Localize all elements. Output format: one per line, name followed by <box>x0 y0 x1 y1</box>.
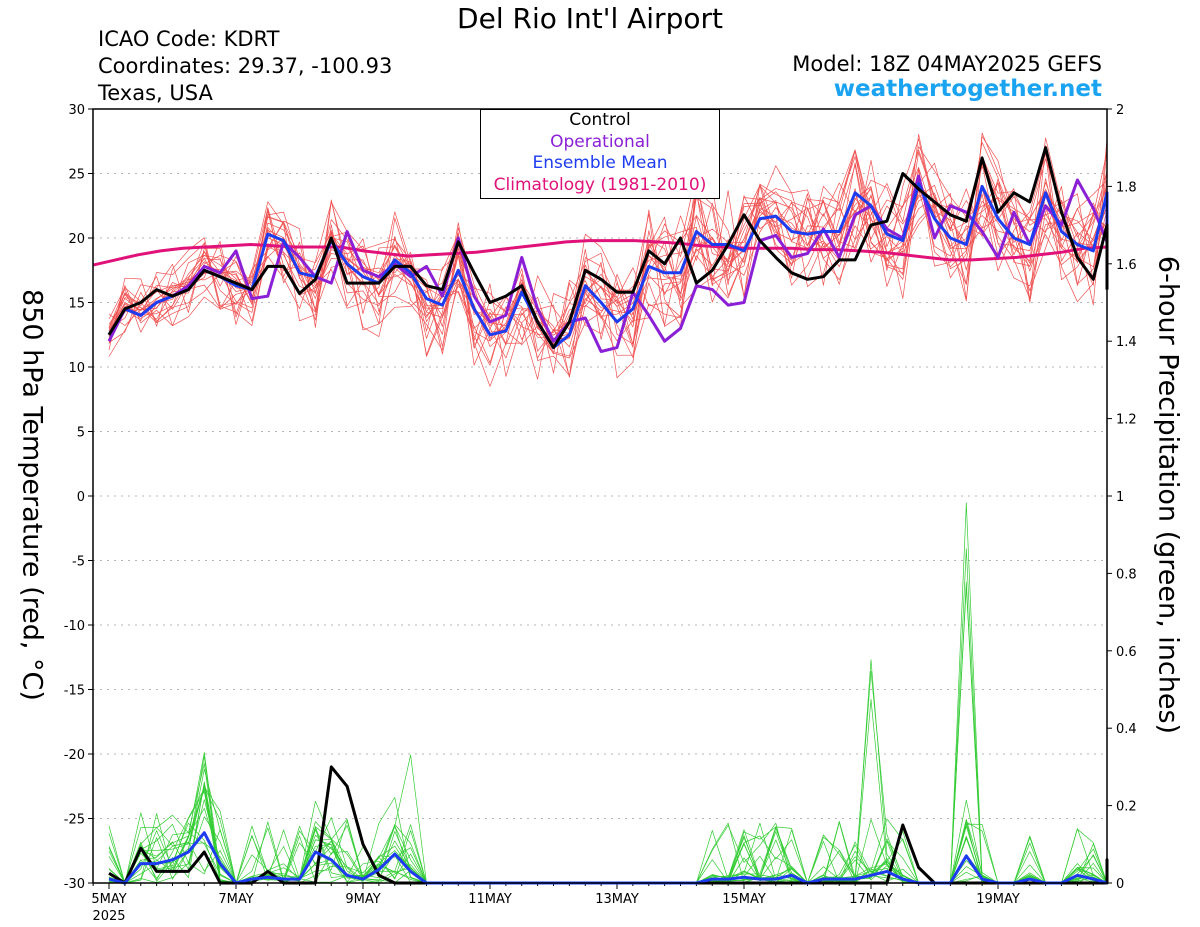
model-run-label: Model: 18Z 04MAY2025 GEFS <box>792 52 1102 76</box>
y2-tick-label: 0.4 <box>1116 722 1137 737</box>
y2-tick-label: 0 <box>1116 877 1124 892</box>
y2-tick-label: 1.2 <box>1116 413 1137 428</box>
y2-tick-label: 1.4 <box>1116 335 1137 350</box>
member-temp-line <box>108 132 1108 377</box>
member-precip-line <box>108 763 1108 884</box>
control-precip-line <box>108 765 1109 885</box>
x-tick-label: 13MAY <box>595 892 639 907</box>
icao-code: ICAO Code: KDRT <box>98 27 280 51</box>
region-label: Texas, USA <box>98 81 213 105</box>
member-precip-line <box>108 783 1108 884</box>
x-tick-label: 9MAY <box>345 892 380 907</box>
member-precip-line <box>108 783 1108 884</box>
y2-tick-label: 1.8 <box>1116 180 1137 195</box>
x-tick-label: 19MAY <box>976 892 1020 907</box>
y-tick-label: -25 <box>64 813 85 828</box>
y2-tick-label: 1 <box>1116 490 1124 505</box>
control-temp-line <box>107 146 1109 350</box>
x-tick-label: 17MAY <box>849 892 893 907</box>
x-tick-sublabel: 2025 <box>92 909 125 924</box>
mean-temp-line <box>107 182 1109 350</box>
legend-operational: Operational <box>550 131 650 152</box>
y-tick-label: -5 <box>72 555 85 570</box>
legend: Control Operational Ensemble Mean Climat… <box>480 109 720 199</box>
climatology-line <box>92 239 1108 267</box>
y2-tick-label: 1.6 <box>1116 258 1137 273</box>
coordinates: Coordinates: 29.37, -100.93 <box>98 54 393 78</box>
chart-title: Del Rio Int'l Airport <box>457 2 723 35</box>
y2-tick-label: 0.2 <box>1116 800 1137 815</box>
member-temp-line <box>108 145 1108 379</box>
site-link[interactable]: weathertogether.net <box>833 76 1102 102</box>
x-tick-label: 15MAY <box>722 892 766 907</box>
y-tick-label: -30 <box>64 877 85 892</box>
y2-tick-label: 2 <box>1116 103 1124 118</box>
y2-tick-label: 0.8 <box>1116 567 1137 582</box>
y-tick-label: 20 <box>68 232 85 247</box>
y-tick-label: -15 <box>64 684 85 699</box>
member-precip-line <box>108 781 1108 884</box>
member-temp-line <box>108 158 1108 357</box>
y-tick-label: -10 <box>64 619 85 634</box>
y-tick-label: 30 <box>68 103 85 118</box>
member-temp-line <box>108 149 1108 366</box>
x-tick-label: 7MAY <box>218 892 253 907</box>
y-tick-label: 0 <box>77 490 85 505</box>
member-precip-line <box>108 502 1108 884</box>
y-tick-label: 5 <box>77 426 85 441</box>
legend-ensemble-mean: Ensemble Mean <box>532 153 668 173</box>
y2-tick-label: 0.6 <box>1116 645 1137 660</box>
y-tick-label: 25 <box>68 168 85 183</box>
x-tick-label: 11MAY <box>468 892 512 907</box>
y-tick-label: -20 <box>64 748 85 763</box>
legend-control: Control <box>569 110 631 130</box>
member-temp-line <box>108 180 1108 346</box>
y-tick-label: 10 <box>68 361 85 376</box>
legend-climatology: Climatology (1981-2010) <box>493 174 707 195</box>
y-tick-label: 15 <box>68 297 85 312</box>
member-precip-line <box>108 659 1108 884</box>
member-temp-line <box>108 165 1108 356</box>
member-temp-line <box>108 178 1108 341</box>
x-tick-label: 5MAY <box>91 892 126 907</box>
